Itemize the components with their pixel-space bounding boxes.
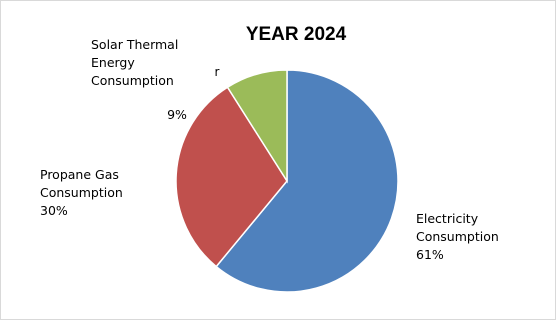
pie-slices xyxy=(176,70,398,292)
slice-label-1: Electricity Consumption xyxy=(416,211,499,244)
slice-percent-2: 30% xyxy=(40,203,68,218)
chart-title: YEAR 2024 xyxy=(246,24,347,45)
slice-label-2: Propane Gas Consumption xyxy=(40,167,123,200)
slice-label-3: Solar Thermal Energy Consumption xyxy=(91,37,178,88)
slice-percent-1: 61% xyxy=(416,247,444,262)
stray-text: r xyxy=(215,65,220,79)
slice-percent-3: 9% xyxy=(167,107,187,122)
